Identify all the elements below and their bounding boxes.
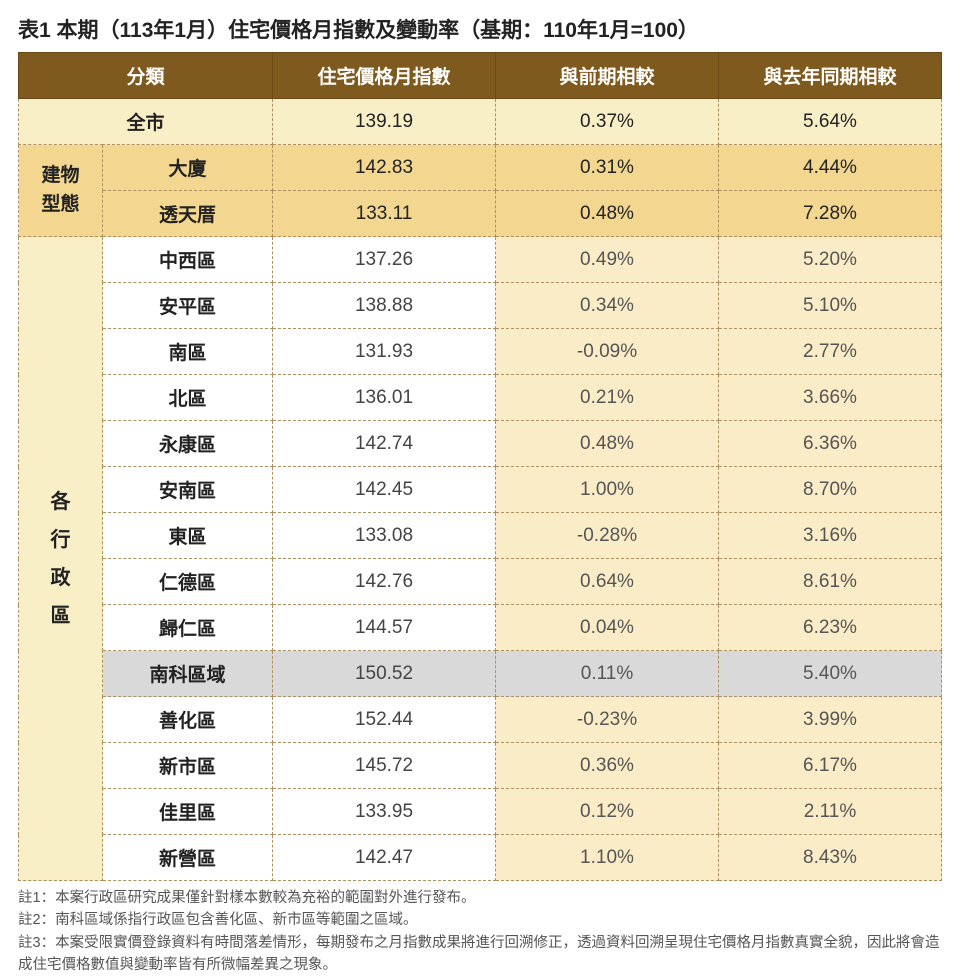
building-row-name: 透天厝 (103, 191, 273, 237)
district-row-v1: 137.26 (273, 237, 496, 283)
building-row-v2: 0.48% (496, 191, 719, 237)
district-row-v2: 0.34% (496, 283, 719, 329)
district-row-v2: 0.49% (496, 237, 719, 283)
district-row-v2: 0.11% (496, 651, 719, 697)
city-v1: 139.19 (273, 99, 496, 145)
district-row-v3: 5.20% (718, 237, 941, 283)
district-row-v2: 0.36% (496, 743, 719, 789)
district-row-name: 南科區域 (103, 651, 273, 697)
district-row-name: 歸仁區 (103, 605, 273, 651)
note-2: 註2：南科區域係指行政區包含善化區、新市區等範圍之區域。 (18, 909, 942, 931)
district-row-v2: -0.09% (496, 329, 719, 375)
district-row-name: 永康區 (103, 421, 273, 467)
district-row-v2: 0.12% (496, 789, 719, 835)
price-index-table: 分類 住宅價格月指數 與前期相較 與去年同期相較 全市139.190.37%5.… (18, 52, 942, 881)
district-row-v1: 145.72 (273, 743, 496, 789)
district-row-v1: 152.44 (273, 697, 496, 743)
building-row-v3: 7.28% (718, 191, 941, 237)
district-row-v2: -0.23% (496, 697, 719, 743)
district-row-name: 新營區 (103, 835, 273, 881)
district-row-v3: 8.43% (718, 835, 941, 881)
district-row-v1: 142.74 (273, 421, 496, 467)
building-row-v1: 142.83 (273, 145, 496, 191)
district-row-v3: 5.40% (718, 651, 941, 697)
district-row-name: 善化區 (103, 697, 273, 743)
city-label: 全市 (19, 99, 273, 145)
footnotes: 註1：本案行政區研究成果僅針對樣本數較為充裕的範圍對外進行發布。 註2：南科區域… (18, 887, 942, 977)
header-col3: 與去年同期相較 (718, 53, 941, 99)
header-col1: 住宅價格月指數 (273, 53, 496, 99)
district-row-v3: 6.23% (718, 605, 941, 651)
district-row-name: 中西區 (103, 237, 273, 283)
district-row-v2: 0.64% (496, 559, 719, 605)
header-col2: 與前期相較 (496, 53, 719, 99)
building-row-v2: 0.31% (496, 145, 719, 191)
district-row-v1: 144.57 (273, 605, 496, 651)
city-v2: 0.37% (496, 99, 719, 145)
district-row-name: 安南區 (103, 467, 273, 513)
district-row-v2: 0.21% (496, 375, 719, 421)
district-row-name: 北區 (103, 375, 273, 421)
district-row-v3: 2.77% (718, 329, 941, 375)
header-category: 分類 (19, 53, 273, 99)
district-row-name: 南區 (103, 329, 273, 375)
table-title: 表1 本期（113年1月）住宅價格月指數及變動率（基期：110年1月=100） (18, 14, 942, 44)
district-row-v1: 136.01 (273, 375, 496, 421)
district-row-v1: 133.08 (273, 513, 496, 559)
district-row-v1: 142.47 (273, 835, 496, 881)
district-row-v3: 2.11% (718, 789, 941, 835)
district-row-v2: 1.10% (496, 835, 719, 881)
building-row-name: 大廈 (103, 145, 273, 191)
district-row-v1: 150.52 (273, 651, 496, 697)
district-row-v2: 1.00% (496, 467, 719, 513)
note-3: 註3：本案受限實價登錄資料有時間落差情形，每期發布之月指數成果將進行回溯修正，透… (18, 932, 942, 977)
district-row-v3: 3.99% (718, 697, 941, 743)
building-row-v3: 4.44% (718, 145, 941, 191)
district-label: 各行政區 (19, 237, 103, 881)
district-row-name: 東區 (103, 513, 273, 559)
district-row-v3: 6.36% (718, 421, 941, 467)
district-row-v3: 5.10% (718, 283, 941, 329)
district-row-name: 佳里區 (103, 789, 273, 835)
district-row-v2: -0.28% (496, 513, 719, 559)
district-row-v1: 142.76 (273, 559, 496, 605)
district-row-v2: 0.04% (496, 605, 719, 651)
district-row-name: 安平區 (103, 283, 273, 329)
city-v3: 5.64% (718, 99, 941, 145)
district-row-name: 仁德區 (103, 559, 273, 605)
building-type-label: 建物型態 (19, 145, 103, 237)
district-row-v3: 8.61% (718, 559, 941, 605)
district-row-v3: 8.70% (718, 467, 941, 513)
district-row-v1: 142.45 (273, 467, 496, 513)
district-row-v1: 131.93 (273, 329, 496, 375)
district-row-v3: 6.17% (718, 743, 941, 789)
building-row-v1: 133.11 (273, 191, 496, 237)
district-row-v3: 3.16% (718, 513, 941, 559)
district-row-v1: 133.95 (273, 789, 496, 835)
district-row-v1: 138.88 (273, 283, 496, 329)
district-row-name: 新市區 (103, 743, 273, 789)
district-row-v2: 0.48% (496, 421, 719, 467)
note-1: 註1：本案行政區研究成果僅針對樣本數較為充裕的範圍對外進行發布。 (18, 887, 942, 909)
district-row-v3: 3.66% (718, 375, 941, 421)
